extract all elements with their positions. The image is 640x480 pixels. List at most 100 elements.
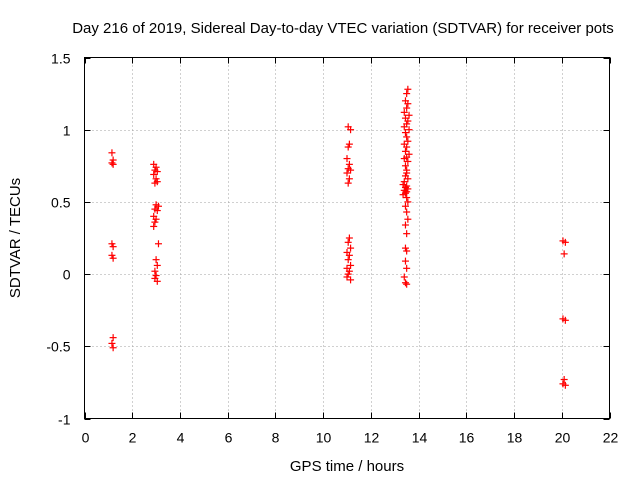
data-point-marker [403, 194, 411, 202]
data-point-marker [404, 85, 412, 93]
data-point-marker [345, 251, 353, 259]
data-point-marker [343, 169, 351, 177]
data-point-marker [404, 157, 412, 165]
data-point-marker [400, 273, 408, 281]
x-tick-label: 0 [82, 430, 90, 446]
y-tick-label: 1.5 [51, 51, 71, 67]
chart-title: Day 216 of 2019, Sidereal Day-to-day VTE… [72, 20, 614, 37]
data-point-marker [153, 277, 161, 285]
y-tick-label: -1 [58, 412, 71, 428]
axis-ticks [84, 57, 611, 420]
grid-lines [84, 57, 610, 419]
data-point-marker [151, 267, 159, 275]
data-point-marker [401, 257, 409, 265]
data-point-marker [561, 238, 569, 246]
data-point-marker [153, 168, 161, 176]
data-point-marker [403, 280, 411, 288]
y-tick-label: 0 [63, 267, 71, 283]
x-tick-label: 12 [364, 430, 380, 446]
data-point-marker [400, 108, 408, 116]
x-tick-label: 8 [272, 430, 280, 446]
x-tick-label: 20 [555, 430, 571, 446]
data-point-marker [404, 137, 412, 145]
data-point-marker [560, 250, 568, 258]
data-point-marker [400, 155, 408, 163]
data-point-marker [152, 256, 160, 264]
data-point-marker [109, 254, 117, 262]
data-point-marker [150, 222, 158, 230]
data-point-marker [345, 234, 353, 242]
y-tick-label: 1 [63, 123, 71, 139]
data-point-marker [347, 126, 355, 134]
data-point-marker [109, 243, 117, 251]
data-point-marker [401, 221, 409, 229]
data-point-marker [108, 159, 116, 167]
x-axis-title: GPS time / hours [290, 458, 404, 475]
x-tick-label: 22 [603, 430, 619, 446]
data-point-marker [404, 100, 412, 108]
data-point-marker [153, 207, 161, 215]
data-point-marker [399, 191, 407, 199]
data-point-marker [401, 162, 409, 170]
data-point-marker [403, 143, 411, 151]
x-tick-label: 6 [225, 430, 233, 446]
data-point-marker [561, 381, 569, 389]
data-point-marker [405, 111, 413, 119]
data-point-marker [344, 143, 352, 151]
data-point-marker [345, 160, 353, 168]
data-point-marker [109, 334, 117, 342]
plot-frame [84, 57, 610, 419]
data-point-marker [108, 149, 116, 157]
y-axis-tick-labels: -1 -0.5 0 0.5 1 1.5 [46, 51, 70, 428]
data-point-marker [404, 198, 412, 206]
data-point-marker [108, 339, 116, 347]
data-point-marker [401, 202, 409, 210]
data-point-marker [109, 160, 117, 168]
data-point-marker [404, 175, 412, 183]
x-tick-label: 18 [507, 430, 523, 446]
y-axis-title: SDTVAR / TECUs [7, 178, 24, 298]
x-tick-label: 16 [459, 430, 475, 446]
data-point-marker [344, 179, 352, 187]
data-point-marker [347, 166, 355, 174]
data-point-marker [403, 247, 411, 255]
data-point-marker [400, 123, 408, 131]
data-point-marker [150, 170, 158, 178]
data-point-marker [403, 230, 411, 238]
x-tick-label: 10 [316, 430, 332, 446]
x-axis-tick-labels: 0 2 4 6 8 10 12 14 16 18 20 22 [82, 430, 619, 446]
data-point-marker [401, 279, 409, 287]
data-point-marker [153, 261, 161, 269]
data-point-marker [401, 129, 409, 137]
data-point-marker [151, 218, 159, 226]
data-point-marker [347, 261, 355, 269]
data-point-marker [403, 90, 411, 98]
data-point-marker [404, 215, 412, 223]
data-point-marker [560, 376, 568, 384]
data-point-marker [343, 155, 351, 163]
data-point-marker [403, 208, 411, 216]
data-point-marker [403, 104, 411, 112]
data-point-marker [343, 273, 351, 281]
data-point-marker [347, 244, 355, 252]
data-point-marker [154, 202, 162, 210]
x-tick-label: 4 [177, 430, 185, 446]
data-point-marker [401, 147, 409, 155]
data-point-marker [347, 276, 355, 284]
data-point-marker [154, 240, 162, 248]
y-tick-label: 0.5 [51, 195, 71, 211]
data-point-marker [344, 238, 352, 246]
data-point-marker [345, 175, 353, 183]
data-point-marker [403, 264, 411, 272]
data-points [108, 85, 569, 389]
data-point-marker [153, 178, 161, 186]
data-point-marker [561, 316, 569, 324]
x-tick-label: 14 [412, 430, 428, 446]
data-point-marker [403, 133, 411, 141]
y-tick-label: -0.5 [46, 339, 70, 355]
data-point-marker [344, 256, 352, 264]
data-point-marker [405, 126, 413, 134]
data-point-marker [109, 344, 117, 352]
